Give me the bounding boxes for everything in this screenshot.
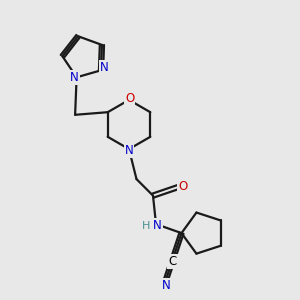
Text: O: O [125, 92, 134, 105]
Text: O: O [178, 179, 188, 193]
Text: N: N [124, 144, 134, 157]
Text: H: H [142, 220, 151, 231]
Text: N: N [70, 71, 79, 84]
Text: N: N [100, 61, 108, 74]
Text: C: C [168, 255, 177, 268]
Text: N: N [161, 279, 170, 292]
Text: N: N [153, 219, 162, 232]
